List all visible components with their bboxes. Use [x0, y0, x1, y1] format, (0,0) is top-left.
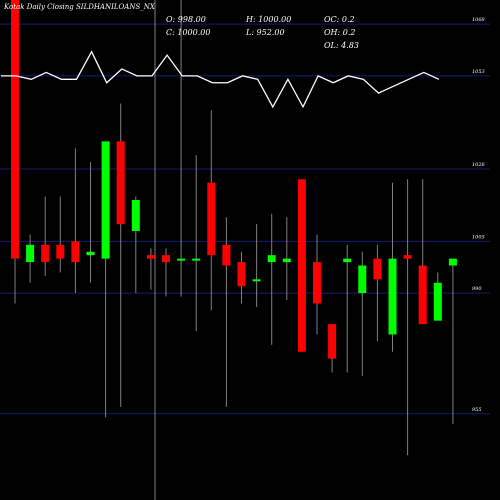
y-axis-ticks: 1068 1053 1026 1005 990 955 — [472, 17, 486, 413]
candle-up — [282, 258, 291, 263]
candle-down — [207, 182, 216, 256]
candle-up — [343, 258, 352, 263]
candle-up — [177, 258, 186, 261]
ohlc-high: H: 1000.00 — [246, 15, 292, 24]
candle-down — [146, 255, 155, 259]
candle-down — [418, 265, 427, 325]
candle-down — [222, 244, 231, 266]
candle-up — [26, 244, 35, 263]
y-tick-label: 990 — [472, 286, 482, 292]
overlay-line-series — [1, 50, 440, 109]
candle-down — [11, 0, 19, 259]
candle-up — [86, 251, 95, 256]
candle-up — [101, 141, 110, 259]
candle-up — [358, 265, 367, 294]
candle-down — [403, 255, 412, 259]
candle-up — [252, 279, 261, 282]
candle-up — [388, 258, 397, 335]
candle-up — [448, 258, 457, 266]
y-tick-label: 1053 — [472, 69, 485, 75]
candle-up — [131, 200, 140, 232]
y-tick-label: 1005 — [472, 234, 485, 240]
chart-symbol-title: Kotak Daily Closing SILDHANILOANS_NX — [4, 3, 155, 11]
y-tick-label: 1026 — [472, 162, 486, 168]
y-tick-label: 955 — [472, 407, 482, 413]
overlay-line — [1, 50, 440, 109]
candle-down — [297, 179, 306, 352]
candle-down — [328, 324, 337, 359]
ohlc-oc: OC: 0.2 — [324, 15, 355, 24]
candle-down — [313, 262, 321, 304]
candle-down — [56, 244, 65, 259]
ohlc-oh: OH: 0.2 — [324, 28, 356, 37]
candle-up — [433, 282, 442, 321]
candle-down — [373, 258, 382, 280]
candle-down — [116, 141, 125, 225]
y-tick-label: 1068 — [472, 17, 485, 23]
candle-up — [192, 258, 201, 261]
candle-up — [267, 255, 276, 263]
candle-down — [162, 255, 170, 263]
ohlc-close: C: 1000.00 — [166, 28, 211, 37]
candle-bodies — [11, 0, 457, 359]
candle-down — [41, 244, 50, 263]
ohlc-open: O: 998.00 — [166, 15, 206, 24]
ohlc-ol: OL: 4.83 — [324, 41, 359, 50]
candle-down — [71, 241, 80, 263]
candle-wicks — [14, 0, 454, 456]
candle-down — [237, 262, 246, 287]
ohlc-low: L: 952.00 — [246, 28, 285, 37]
